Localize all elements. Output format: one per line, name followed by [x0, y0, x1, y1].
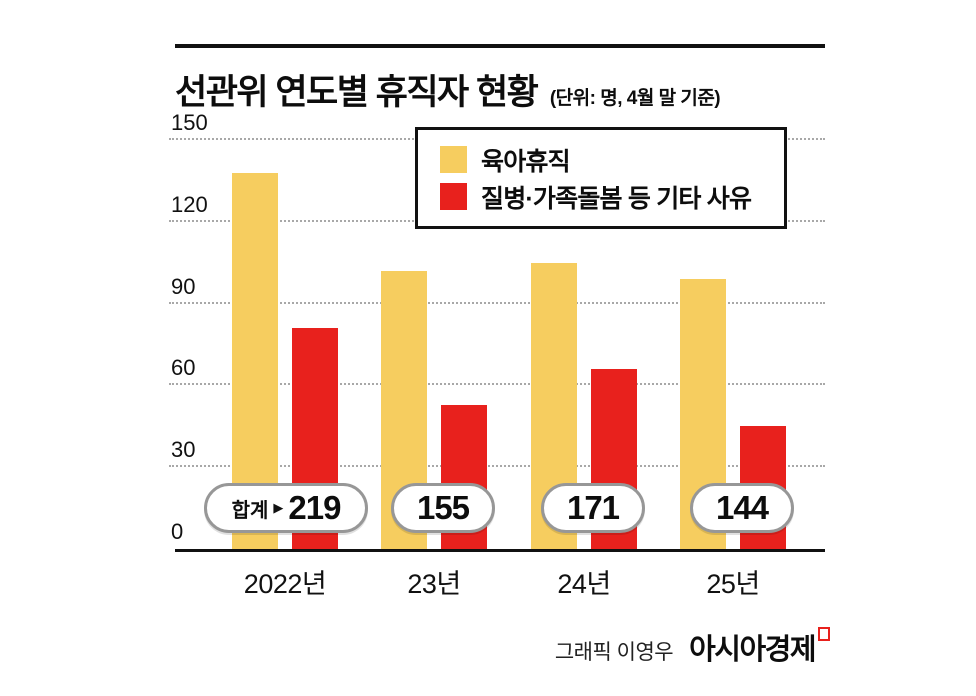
y-tick-label: 60 [171, 355, 196, 381]
unit-note: (단위: 명, 4월 말 기준) [549, 88, 721, 109]
x-axis-label: 23년 [407, 569, 461, 599]
top-rule [175, 44, 825, 48]
legend-label: 육아휴직 [481, 147, 571, 176]
legend-swatch-icon [440, 183, 467, 210]
total-badge: 171 [541, 483, 645, 533]
legend-item: 질병·가족돌봄 등 기타 사유 [440, 178, 774, 215]
x-axis-label: 2022년 [243, 569, 327, 599]
gridline-60 [169, 383, 825, 386]
gridline-90 [169, 301, 825, 304]
y-tick-label: 30 [171, 437, 196, 463]
total-badge: 155 [391, 483, 495, 533]
total-value: 219 [288, 489, 341, 526]
graphic-credit: 그래픽 이영우 [554, 641, 674, 664]
y-tick-label: 150 [171, 110, 208, 135]
y-tick-label: 0 [171, 519, 184, 544]
arrow-right-icon: ▶ [273, 500, 284, 515]
page-title: 선관위 연도별 휴직자 현황 [175, 73, 539, 112]
legend-label: 질병·가족돌봄 등 기타 사유 [481, 184, 752, 213]
gridline-30 [169, 465, 825, 468]
total-label: 합계 [231, 499, 269, 522]
footer: 그래픽 이영우 아시아경제 [175, 626, 830, 668]
total-value: 144 [715, 489, 769, 526]
total-badge: 144 [690, 483, 794, 533]
x-axis-label: 24년 [557, 569, 611, 599]
chart-header: 선관위 연도별 휴직자 현황 (단위: 명, 4월 말 기준) [175, 64, 855, 115]
brand-mark-icon [818, 627, 830, 641]
legend-swatch-icon [440, 146, 467, 173]
brand-logo: 아시아경제 [689, 634, 816, 666]
y-tick-label: 120 [171, 191, 208, 217]
plot-area: 0 30 60 90 120 150 합계 ▶ 219 2022년 155 23년 171 24년 144 2… [169, 112, 825, 599]
y-tick-label: 90 [171, 273, 196, 299]
total-value: 155 [416, 489, 470, 526]
total-badge: 합계 ▶ 219 [204, 483, 368, 533]
total-value: 171 [566, 489, 620, 526]
legend-item: 육아휴직 [440, 141, 774, 178]
x-axis-label: 25년 [706, 569, 760, 599]
